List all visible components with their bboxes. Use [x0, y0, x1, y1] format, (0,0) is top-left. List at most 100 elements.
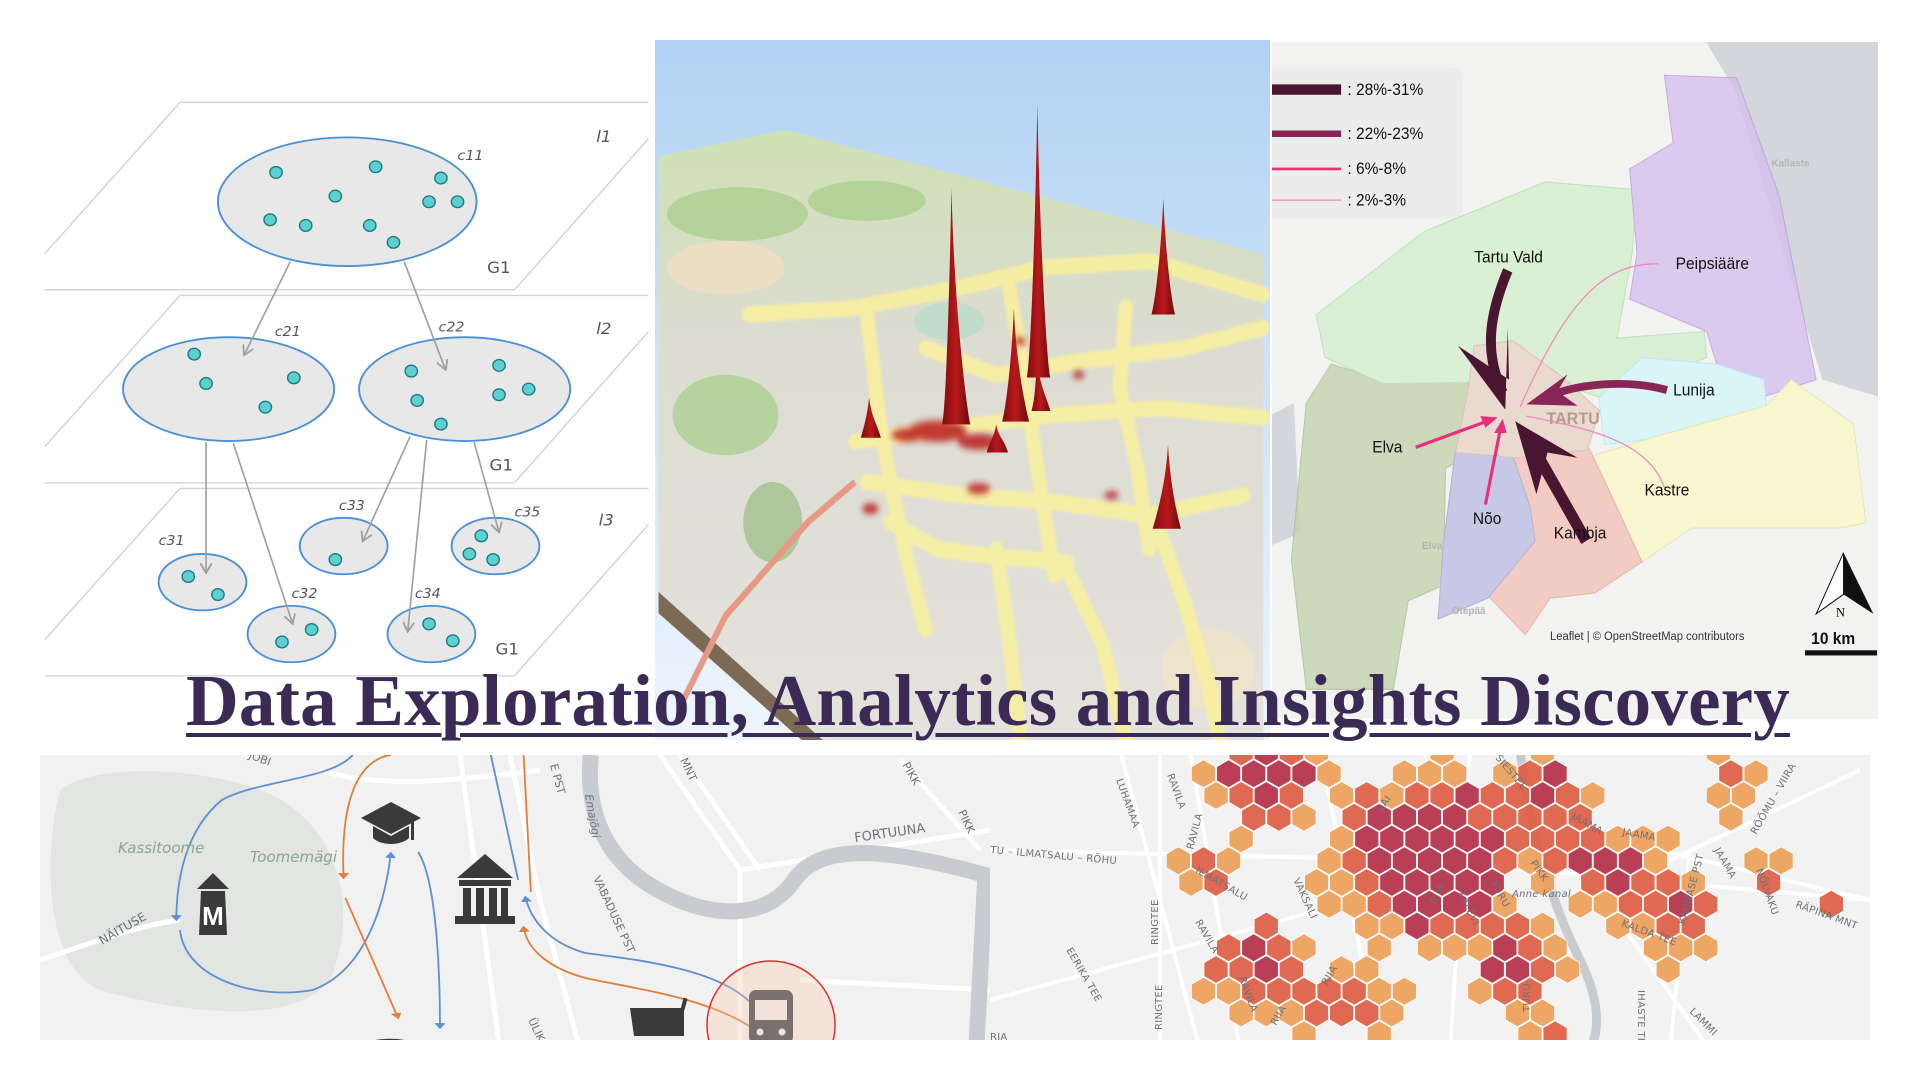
plane-edge	[44, 294, 181, 448]
hexbin	[1366, 976, 1392, 1006]
data-point	[386, 235, 401, 249]
density-road	[1000, 273, 1063, 584]
density-road	[918, 319, 1270, 383]
hexbin	[1630, 911, 1656, 941]
hexbin	[1505, 998, 1530, 1028]
cluster-label: c11	[458, 148, 484, 164]
highway	[675, 479, 857, 712]
hexbin	[1341, 846, 1367, 876]
clusters	[122, 136, 572, 664]
hexbin	[1580, 868, 1606, 897]
hexbin	[1442, 889, 1468, 919]
hexbin	[1731, 781, 1756, 810]
flow-blue	[518, 895, 758, 1012]
hexbin	[1618, 846, 1643, 876]
museum-m-icon[interactable]: M	[197, 873, 229, 935]
hexbin	[1216, 976, 1242, 1006]
street-label: RINGTEE	[1150, 899, 1161, 945]
data-point	[286, 371, 301, 385]
hexbin	[1278, 755, 1304, 767]
hexbin	[1417, 759, 1442, 789]
hexbin	[1605, 824, 1631, 854]
street-label: Kassitoome	[118, 839, 204, 857]
legend-label: : 2%-3%	[1347, 192, 1406, 209]
region-label-kambja: Kambja	[1554, 525, 1607, 542]
hexbin	[1542, 1020, 1568, 1040]
hierarchy-edge	[473, 441, 499, 532]
graduation-cap-icon[interactable]	[361, 802, 421, 844]
data-point	[362, 218, 377, 232]
cluster-ellipse	[298, 516, 389, 576]
hexbin	[1680, 911, 1706, 941]
hexbin	[1379, 998, 1405, 1028]
density-road	[883, 514, 1074, 571]
hexbin	[1304, 998, 1329, 1028]
place-label: Kallaste	[1771, 158, 1809, 169]
density-hotspots	[862, 337, 1119, 515]
attribution[interactable]: Leaflet | © OpenStreetMap contributors	[1550, 631, 1745, 643]
hexbin	[1366, 802, 1392, 832]
cluster-label: c21	[275, 324, 301, 340]
cluster-ellipse	[386, 604, 477, 664]
hexbin	[1492, 759, 1518, 789]
hexbin	[1329, 781, 1355, 810]
hexbin	[1693, 933, 1719, 963]
hexbin	[1266, 759, 1292, 789]
hexbin	[1454, 868, 1480, 897]
data-point	[263, 213, 277, 227]
hexbin	[1517, 759, 1543, 789]
hexbin	[1291, 1020, 1317, 1040]
scale-bar	[1804, 650, 1878, 656]
hexbin	[1505, 911, 1530, 941]
shopping-cart-icon[interactable]	[630, 997, 688, 1036]
hexbin	[1404, 868, 1430, 897]
hexbin	[1442, 933, 1468, 963]
hexbin	[1379, 824, 1405, 854]
flow-arrows	[1415, 263, 1668, 544]
data-point	[269, 165, 283, 179]
hexbin	[1228, 824, 1254, 854]
hexbin	[1291, 759, 1317, 789]
bus-icon[interactable]	[749, 990, 793, 1040]
hexbin	[1278, 955, 1304, 984]
data-point	[404, 364, 419, 378]
museum-building-icon[interactable]	[455, 854, 515, 924]
street-label: Toomemägi	[250, 848, 338, 866]
hexbin	[1467, 933, 1493, 963]
density-peak	[1026, 102, 1051, 378]
density-roads	[742, 252, 1270, 740]
density-peak	[860, 397, 881, 438]
hexbin	[1580, 824, 1606, 854]
data-point	[450, 195, 465, 209]
hexbin	[1530, 911, 1555, 941]
hexbin	[1241, 933, 1267, 963]
hexbin	[1417, 846, 1442, 876]
cluster-ellipse	[450, 516, 541, 576]
clustering-diagram: c11 c21 c22 c31 c32 c33 c34 c35 l1 l2 l3…	[40, 90, 660, 680]
north-arrow-icon: N	[1814, 552, 1874, 620]
diagram-labels: c11 c21 c22 c31 c32 c33 c34 c35 l1 l2 l3…	[159, 127, 614, 658]
hexbin	[1366, 1020, 1392, 1040]
river-group	[590, 755, 985, 1040]
data-point	[492, 358, 506, 372]
legend-label: : 22%-23%	[1347, 126, 1423, 143]
region-labels: Tartu Vald Peipsiääre Lunija Elva Nõo Ka…	[1372, 249, 1749, 542]
flow-blue	[168, 755, 352, 922]
hexbin	[1429, 824, 1455, 854]
level-label: l2	[596, 319, 611, 338]
hexbin	[1241, 802, 1267, 832]
partial-icon	[376, 1038, 404, 1040]
hexbin	[1517, 1020, 1543, 1040]
level-label: l3	[599, 511, 614, 530]
hexbin	[1291, 802, 1317, 832]
city-label: TARTU	[1546, 409, 1600, 428]
hexbin	[1216, 759, 1242, 789]
hexbin	[1643, 933, 1668, 963]
hexbin	[1341, 802, 1367, 832]
hexbin	[1266, 933, 1292, 963]
hexbin	[1517, 802, 1543, 832]
hexbin	[1756, 868, 1781, 897]
data-point	[492, 388, 506, 402]
hierarchy-edge	[403, 261, 446, 370]
hexbin	[1530, 998, 1555, 1028]
